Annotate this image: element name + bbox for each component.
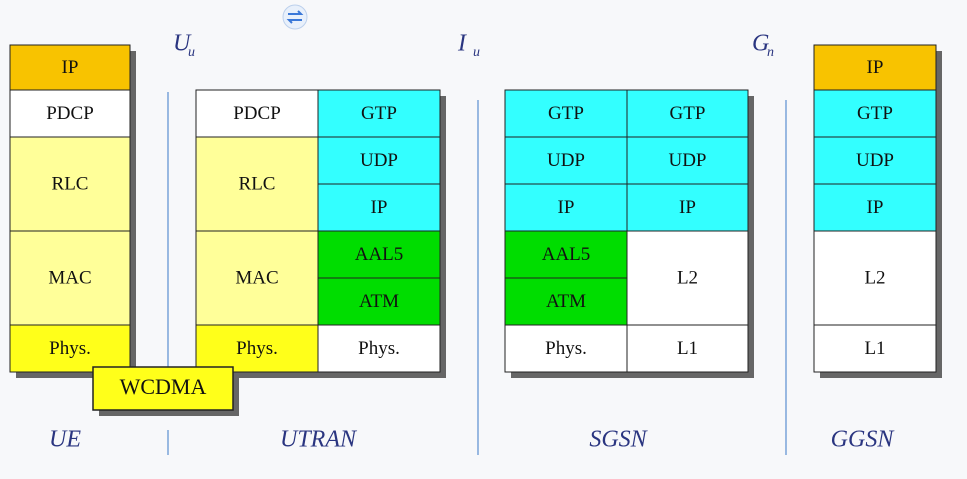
- layer-label: L1: [677, 338, 698, 359]
- layer-label: L1: [864, 338, 885, 359]
- interface-symbol: U: [173, 31, 192, 57]
- layer-box: [9, 324, 131, 373]
- layer-label: IP: [867, 197, 884, 218]
- layer-label: IP: [558, 197, 575, 218]
- layer-box: [504, 230, 628, 279]
- layer-box: [813, 89, 937, 138]
- layer-box: [813, 324, 937, 373]
- layer-box: [317, 136, 441, 185]
- layer-box: [195, 136, 319, 232]
- layer-label: Phys.: [236, 338, 278, 359]
- layer-box: [9, 44, 131, 91]
- layer-label: AAL5: [355, 244, 404, 265]
- layer-box: [813, 136, 937, 185]
- layer-label: MAC: [48, 267, 91, 288]
- layer-box: [504, 183, 628, 232]
- layer-label: RLC: [239, 173, 276, 194]
- layer-box: [813, 44, 937, 91]
- callout-box: [92, 366, 234, 411]
- layer-label: Phys.: [358, 338, 400, 359]
- interface-subscript: n: [767, 45, 774, 60]
- layer-box: [504, 136, 628, 185]
- layer-label: L2: [864, 267, 885, 288]
- layer-box: [317, 277, 441, 326]
- layer-label: Phys.: [49, 338, 91, 359]
- interface-symbol: G: [752, 31, 769, 57]
- interface-symbol: I: [457, 31, 467, 57]
- layer-label: AAL5: [542, 244, 591, 265]
- node-label: UE: [49, 427, 81, 453]
- layer-box: [626, 183, 749, 232]
- layer-box: [9, 230, 131, 326]
- layer-box: [626, 136, 749, 185]
- layer-label: PDCP: [46, 103, 94, 124]
- layer-box: [9, 89, 131, 138]
- layer-label: GTP: [857, 103, 893, 124]
- layer-label: GTP: [548, 103, 584, 124]
- layer-box: [813, 230, 937, 326]
- layer-label: UDP: [360, 150, 398, 171]
- layer-label: UDP: [668, 150, 706, 171]
- layer-box: [504, 89, 628, 138]
- layer-label: L2: [677, 267, 698, 288]
- layer-box: [504, 277, 628, 326]
- layer-label: UDP: [856, 150, 894, 171]
- layer-label: ATM: [546, 291, 586, 312]
- layer-box: [195, 324, 319, 373]
- interface-subscript: u: [188, 45, 195, 60]
- layer-box: [317, 183, 441, 232]
- interface-lines: [167, 92, 787, 455]
- layer-label: IP: [62, 57, 79, 78]
- layer-box: [626, 230, 749, 326]
- node-label: GGSN: [831, 427, 896, 453]
- layer-box: [626, 89, 749, 138]
- layer-box: [813, 183, 937, 232]
- callout-label: WCDMA: [120, 374, 207, 399]
- swap-icon[interactable]: [282, 4, 308, 30]
- layer-box: [317, 324, 441, 373]
- layer-label: IP: [679, 197, 696, 218]
- layer-label: GTP: [361, 103, 397, 124]
- node-label: UTRAN: [280, 427, 358, 453]
- layer-label: UDP: [547, 150, 585, 171]
- layer-label: IP: [371, 197, 388, 218]
- node-label: SGSN: [589, 427, 648, 453]
- layer-box: [626, 324, 749, 373]
- layer-label: IP: [867, 57, 884, 78]
- layer-label: Phys.: [545, 338, 587, 359]
- layer-label: ATM: [359, 291, 399, 312]
- layer-box: [504, 324, 628, 373]
- layer-box: [317, 230, 441, 279]
- layer-label: PDCP: [233, 103, 281, 124]
- interface-subscript: u: [473, 45, 480, 60]
- layer-label: GTP: [670, 103, 706, 124]
- layer-label: RLC: [52, 173, 89, 194]
- layer-label: MAC: [235, 267, 278, 288]
